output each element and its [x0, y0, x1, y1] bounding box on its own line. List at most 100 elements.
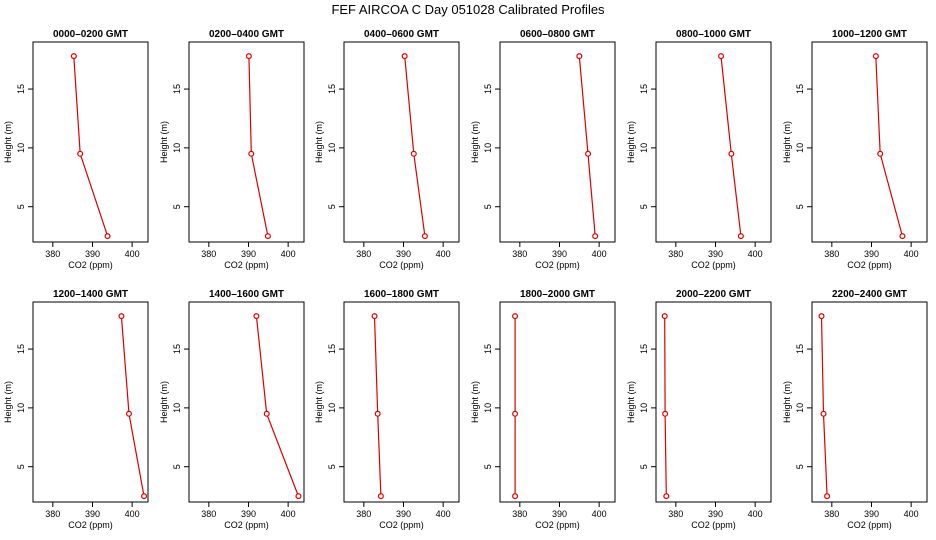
x-tick-label: 390 — [708, 249, 723, 259]
x-tick-label: 380 — [824, 249, 839, 259]
x-tick-label: 390 — [241, 249, 256, 259]
x-tick-label: 390 — [708, 509, 723, 519]
panel-title: 0400–0600 GMT — [364, 29, 439, 40]
profile-point — [248, 150, 255, 157]
x-axis-label: CO2 (ppm) — [847, 260, 892, 270]
x-axis-label: CO2 (ppm) — [691, 520, 736, 530]
profile-point — [512, 410, 519, 417]
y-axis-label: Height (m) — [3, 121, 13, 163]
y-tick-label: 10 — [16, 403, 26, 413]
y-tick-label: 5 — [483, 204, 493, 209]
panel-title: 0800–1000 GMT — [676, 29, 751, 40]
plot-frame — [343, 301, 460, 503]
x-tick-label: 390 — [396, 509, 411, 519]
x-tick-label: 380 — [356, 509, 371, 519]
y-tick-label: 5 — [795, 464, 805, 469]
profile-point — [410, 150, 417, 157]
x-tick-label: 380 — [668, 509, 683, 519]
x-axis-label: CO2 (ppm) — [224, 520, 269, 530]
x-tick-label: 400 — [125, 509, 140, 519]
x-axis-label: CO2 (ppm) — [535, 260, 580, 270]
x-tick-label: 380 — [45, 249, 60, 259]
profile-line — [820, 316, 828, 497]
x-tick-label: 400 — [748, 509, 763, 519]
profile-point — [70, 53, 77, 60]
profile-point — [118, 313, 125, 320]
y-tick-label: 10 — [795, 143, 805, 153]
profile-point — [377, 493, 384, 500]
y-tick-label: 10 — [172, 403, 182, 413]
profile-panel: 1200–1400 GMT 380 390 400 5 10 15 CO2 (ppm) Heig… — [3, 289, 149, 530]
panel-title: 1200–1400 GMT — [53, 289, 128, 300]
profile-point — [421, 233, 428, 240]
y-tick-label: 15 — [327, 344, 337, 354]
profile-line — [578, 56, 596, 237]
y-axis-label: Height (m) — [159, 381, 169, 423]
profile-point — [512, 493, 519, 500]
plot-frame — [655, 41, 772, 243]
y-axis-label: Height (m) — [782, 121, 792, 163]
plot-frame — [32, 41, 149, 243]
y-tick-label: 15 — [483, 84, 493, 94]
y-tick-label: 15 — [172, 84, 182, 94]
plot-frame — [499, 301, 616, 503]
x-tick-label: 400 — [904, 249, 919, 259]
plot-frame — [499, 41, 616, 243]
y-axis-label: Height (m) — [470, 121, 480, 163]
profile-point — [104, 233, 111, 240]
profile-point — [818, 313, 825, 320]
y-tick-label: 5 — [327, 204, 337, 209]
profile-line — [875, 56, 903, 237]
profile-panel: 0800–1000 GMT 380 390 400 5 10 15 CO2 (ppm) Heig… — [626, 29, 772, 270]
plot-frame — [811, 41, 928, 243]
x-axis-label: CO2 (ppm) — [691, 260, 736, 270]
y-axis-label: Height (m) — [314, 381, 324, 423]
profile-point — [295, 493, 302, 500]
x-tick-label: 390 — [85, 249, 100, 259]
x-tick-label: 400 — [125, 249, 140, 259]
profile-point — [576, 53, 583, 60]
figure-title: FEF AIRCOA C Day 051028 Calibrated Profi… — [331, 2, 605, 17]
x-tick-label: 400 — [904, 509, 919, 519]
y-tick-label: 15 — [639, 344, 649, 354]
profile-point — [737, 233, 744, 240]
profile-point — [877, 150, 884, 157]
y-axis-label: Height (m) — [3, 381, 13, 423]
profile-line — [73, 56, 109, 237]
panel-title: 0000–0200 GMT — [53, 29, 128, 40]
profile-point — [374, 410, 381, 417]
x-tick-label: 400 — [281, 249, 296, 259]
x-tick-label: 380 — [356, 249, 371, 259]
y-tick-label: 5 — [172, 464, 182, 469]
y-tick-label: 15 — [795, 84, 805, 94]
x-tick-label: 390 — [552, 509, 567, 519]
y-tick-label: 10 — [639, 143, 649, 153]
x-tick-label: 380 — [512, 249, 527, 259]
profile-point — [872, 53, 879, 60]
profile-panel: 0200–0400 GMT 380 390 400 5 10 15 CO2 (ppm) Heig… — [159, 29, 305, 270]
x-tick-label: 400 — [281, 509, 296, 519]
x-tick-label: 400 — [592, 509, 607, 519]
profile-panel: 1000–1200 GMT 380 390 400 5 10 15 CO2 (ppm) Heig… — [782, 29, 928, 270]
x-axis-label: CO2 (ppm) — [379, 520, 424, 530]
x-tick-label: 390 — [85, 509, 100, 519]
profile-point — [401, 53, 408, 60]
profile-point — [585, 150, 592, 157]
profile-point — [371, 313, 378, 320]
y-tick-label: 10 — [795, 403, 805, 413]
profile-line — [248, 56, 269, 237]
y-tick-label: 15 — [16, 84, 26, 94]
profile-point — [662, 410, 669, 417]
profile-point — [663, 493, 670, 500]
x-axis-label: CO2 (ppm) — [224, 260, 269, 270]
y-tick-label: 5 — [795, 204, 805, 209]
y-tick-label: 5 — [327, 464, 337, 469]
profile-line — [255, 316, 299, 497]
y-tick-label: 5 — [16, 204, 26, 209]
profile-point — [77, 150, 84, 157]
x-tick-label: 390 — [552, 249, 567, 259]
profile-point — [253, 313, 260, 320]
y-tick-label: 10 — [16, 143, 26, 153]
plot-frame — [188, 41, 305, 243]
